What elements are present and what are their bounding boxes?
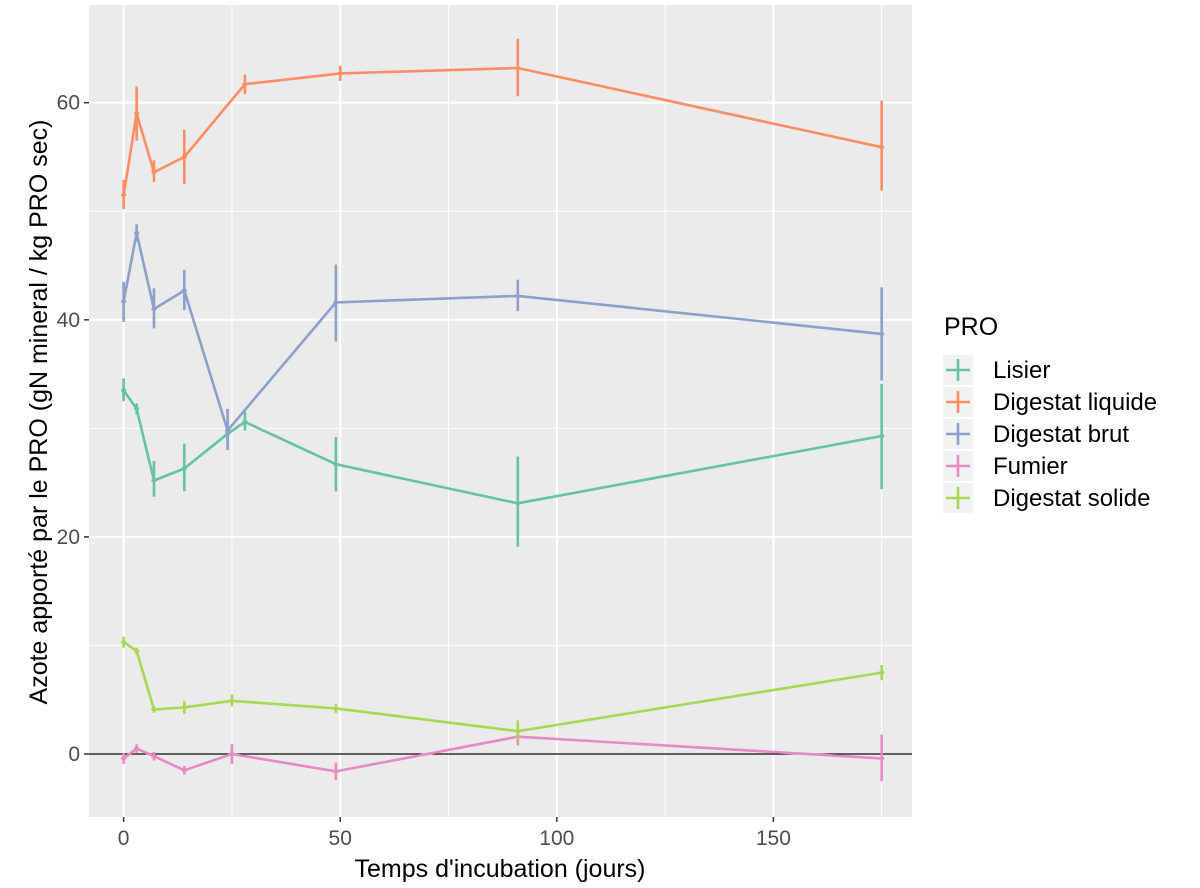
legend-label-4: Digestat solide xyxy=(993,485,1150,512)
x-axis-ticks: 0 50 100 150 xyxy=(118,817,791,850)
x-tick-label-1: 50 xyxy=(329,827,352,850)
series-line-1 xyxy=(122,66,882,196)
y-axis-ticks: 0 20 40 60 xyxy=(57,92,89,766)
legend-label-3: Fumier xyxy=(993,453,1068,480)
series-line-2 xyxy=(122,231,882,432)
series-2 xyxy=(121,224,885,451)
panel-background xyxy=(89,5,912,817)
legend-label-2: Digestat brut xyxy=(993,421,1129,448)
y-tick-label-3: 60 xyxy=(57,92,80,115)
series-4 xyxy=(121,636,885,740)
series-1 xyxy=(121,38,885,210)
y-tick-label-2: 40 xyxy=(57,309,80,332)
x-axis-title: Temps d'incubation (jours) xyxy=(354,855,645,883)
series-layer xyxy=(121,38,885,782)
y-tick-label-0: 0 xyxy=(68,743,80,766)
legend: PRO Lisier Digestat liquide Digestat brut F… xyxy=(943,313,1157,513)
series-line-3 xyxy=(122,735,882,773)
series-3 xyxy=(121,727,885,782)
y-tick-label-1: 20 xyxy=(57,526,80,549)
legend-title: PRO xyxy=(944,313,998,341)
legend-label-0: Lisier xyxy=(993,357,1050,384)
grid-major xyxy=(89,5,912,817)
legend-label-1: Digestat liquide xyxy=(993,389,1157,416)
x-tick-label-0: 0 xyxy=(118,827,130,850)
y-axis-title: Azote apporté par le PRO (gN mineral / k… xyxy=(25,120,53,705)
x-tick-label-3: 150 xyxy=(756,827,791,850)
legend-items: Lisier Digestat liquide Digestat brut Fumie… xyxy=(943,355,1157,513)
series-line-4 xyxy=(122,641,882,733)
x-tick-label-2: 100 xyxy=(539,827,574,850)
